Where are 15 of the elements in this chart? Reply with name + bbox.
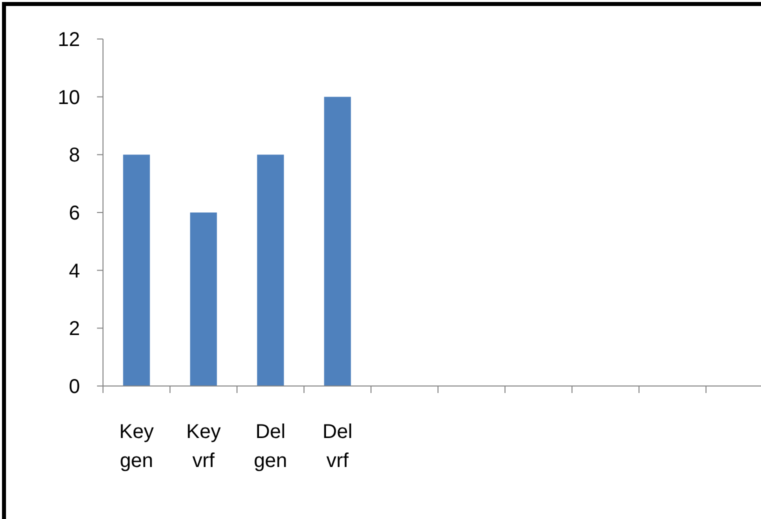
y-tick-label: 0 [68, 376, 80, 398]
x-tick-label: Del gen [254, 421, 288, 472]
bar [123, 154, 150, 386]
bar [257, 154, 284, 386]
x-tick-label: Del vrf [322, 421, 353, 472]
y-tick-label: 10 [58, 86, 80, 109]
y-tick-label: 4 [68, 260, 80, 282]
x-tick-label: Key gen [119, 421, 154, 472]
bar [190, 212, 217, 386]
y-tick-label: 2 [68, 318, 80, 340]
bar [324, 96, 351, 386]
y-tick-label: 6 [68, 202, 80, 224]
y-tick-label: 12 [58, 29, 80, 51]
x-tick-label: Key vrf [186, 421, 221, 472]
y-tick-label: 8 [68, 144, 80, 167]
